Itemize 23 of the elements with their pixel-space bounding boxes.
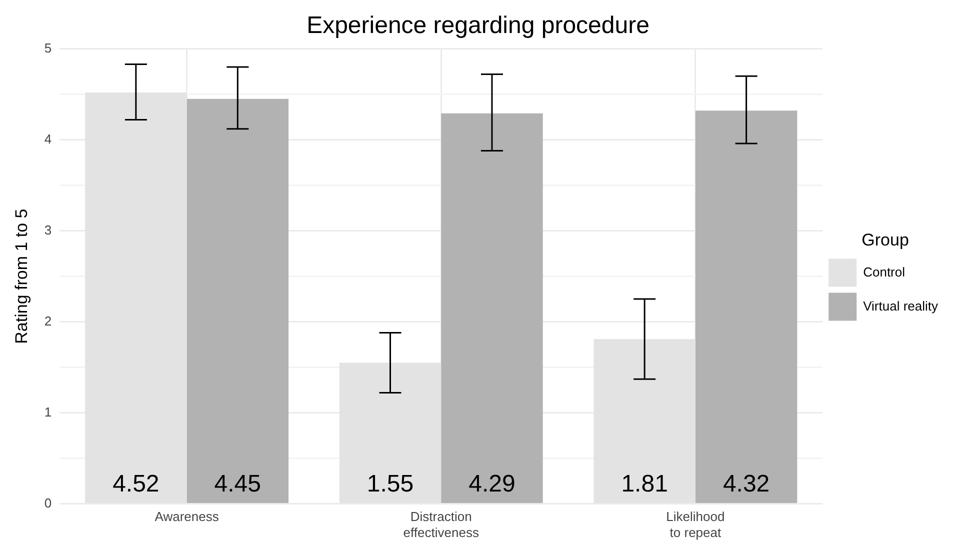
data-label: 4.52	[112, 470, 160, 498]
y-tick-label: 1	[44, 404, 52, 420]
x-tick-label: Likelihood to repeat	[666, 509, 725, 540]
bar	[441, 113, 543, 504]
data-label: 1.81	[621, 470, 668, 498]
data-label: 4.29	[468, 470, 516, 498]
bar	[186, 98, 289, 504]
chart-title: Experience regarding procedure	[306, 12, 650, 40]
data-label: 1.55	[366, 470, 414, 498]
y-tick-label: 4	[44, 131, 52, 146]
legend-label: Virtual reality	[863, 298, 938, 314]
y-tick-label: 0	[44, 495, 52, 510]
data-label: 4.32	[722, 470, 770, 498]
legend-label: Control	[863, 264, 906, 280]
y-tick-label: 3	[44, 222, 52, 238]
legend-title: Group	[862, 230, 909, 250]
bar	[695, 110, 798, 504]
data-label: 4.45	[214, 470, 262, 498]
y-tick-label: 2	[44, 313, 52, 328]
y-axis-title: Rating from 1 to 5	[12, 208, 31, 344]
x-tick-label: Distraction effectiveness	[403, 509, 480, 540]
x-tick-label: Awareness	[154, 509, 220, 524]
y-tick-label: 5	[44, 40, 52, 56]
